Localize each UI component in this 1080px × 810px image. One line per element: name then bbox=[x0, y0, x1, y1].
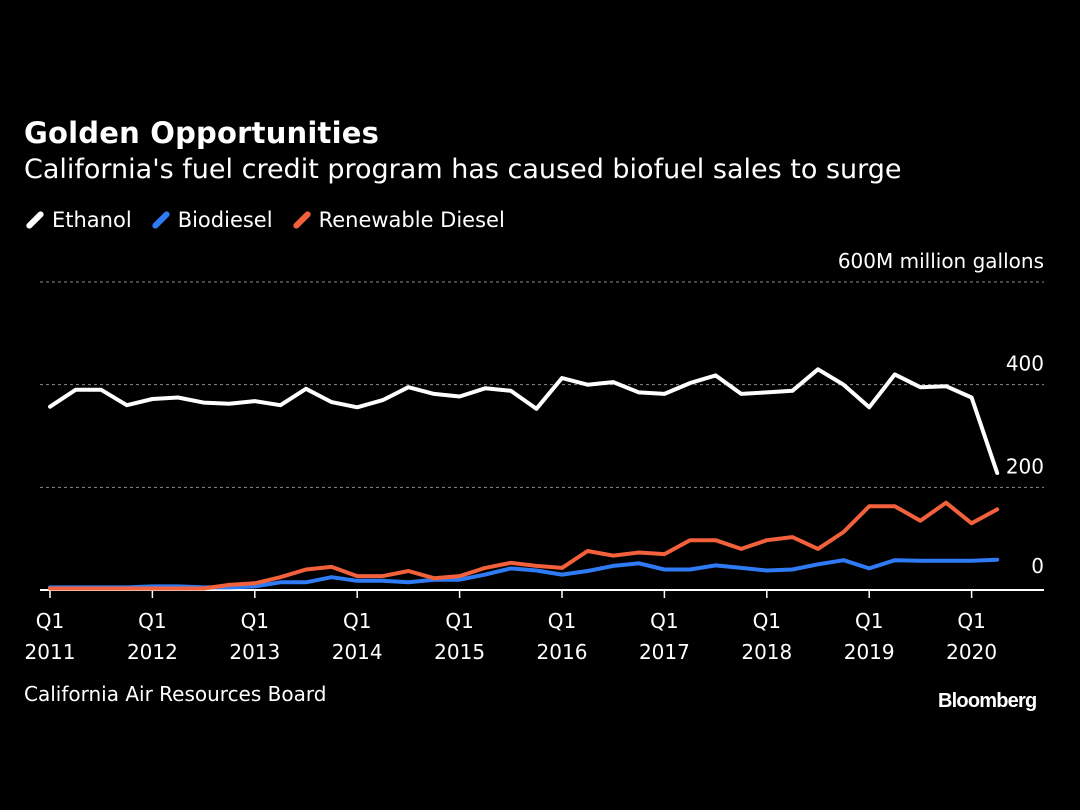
grid-lines bbox=[40, 281, 1044, 591]
x-tick-quarter-label: Q1 bbox=[855, 609, 883, 633]
legend-label-biodiesel: Biodiesel bbox=[177, 208, 273, 232]
chart-title: Golden Opportunities bbox=[24, 116, 380, 150]
y-tick-label: 400 bbox=[1006, 352, 1044, 376]
x-tick-quarter-label: Q1 bbox=[548, 609, 576, 633]
x-tick-year-label: 2012 bbox=[127, 640, 178, 664]
x-tick-quarter-label: Q1 bbox=[343, 609, 371, 633]
source-note: California Air Resources Board bbox=[24, 682, 327, 706]
x-tick-year-label: 2017 bbox=[639, 640, 690, 664]
renewable-diesel-line bbox=[48, 500, 1000, 591]
x-tick-quarter-label: Q1 bbox=[138, 609, 166, 633]
y-tick-label: 0 bbox=[1031, 554, 1044, 578]
x-axis-labels: Q1 2011 Q1 2012 Q1 2013 Q1 2014 Q1 2015 Q1 2016 Q1 20… bbox=[25, 590, 997, 664]
chart-subtitle: California's fuel credit program has cau… bbox=[24, 154, 902, 185]
x-tick-year-label: 2013 bbox=[229, 640, 280, 664]
x-tick-quarter-label: Q1 bbox=[957, 609, 985, 633]
y-tick-label: 200 bbox=[1006, 454, 1044, 478]
brand-logo: Bloomberg bbox=[938, 690, 1037, 712]
legend-item-biodiesel: Biodiesel bbox=[150, 208, 273, 232]
x-tick-year-label: 2016 bbox=[537, 640, 588, 664]
y-axis-labels: 0 200 400 600M million gallons bbox=[838, 249, 1044, 578]
x-tick-year-label: 2019 bbox=[844, 640, 895, 664]
legend-item-renewable-diesel: Renewable Diesel bbox=[291, 208, 505, 232]
x-tick-quarter-label: Q1 bbox=[445, 609, 473, 633]
y-tick-label: 600M million gallons bbox=[838, 249, 1044, 273]
legend-label-renewable-diesel: Renewable Diesel bbox=[318, 208, 505, 232]
x-tick-quarter-label: Q1 bbox=[241, 609, 269, 633]
x-tick-year-label: 2018 bbox=[741, 640, 792, 664]
x-tick-year-label: 2011 bbox=[25, 640, 76, 664]
x-tick-quarter-label: Q1 bbox=[650, 609, 678, 633]
x-tick-quarter-label: Q1 bbox=[36, 609, 64, 633]
ethanol-line bbox=[48, 367, 1000, 475]
legend-label-ethanol: Ethanol bbox=[52, 208, 132, 232]
legend-item-ethanol: Ethanol bbox=[24, 208, 132, 232]
x-tick-year-label: 2015 bbox=[434, 640, 485, 664]
series-lines bbox=[48, 367, 1000, 591]
x-tick-year-label: 2020 bbox=[946, 640, 997, 664]
x-tick-quarter-label: Q1 bbox=[753, 609, 781, 633]
legend: Ethanol Biodiesel Renewable Diesel bbox=[24, 208, 523, 232]
x-tick-year-label: 2014 bbox=[332, 640, 383, 664]
